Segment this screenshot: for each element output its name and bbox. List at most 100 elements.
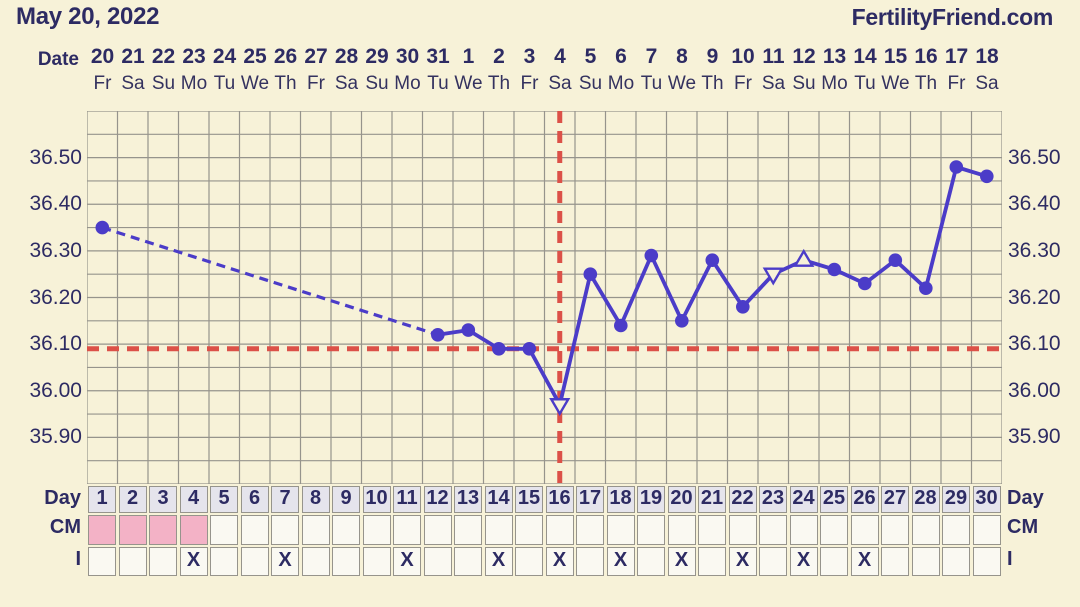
i-cell bbox=[423, 547, 452, 576]
date-cell: 7 bbox=[645, 45, 658, 68]
temp-point-dot bbox=[431, 328, 445, 342]
cm-menses-cell bbox=[88, 515, 116, 545]
i-cell bbox=[362, 547, 391, 576]
temp-point-dot bbox=[736, 300, 750, 314]
temp-tick-left: 36.00 bbox=[29, 378, 82, 402]
cm-cell bbox=[637, 515, 665, 545]
weekday-cell: We bbox=[454, 73, 483, 94]
temp-tick-right: 35.90 bbox=[1008, 425, 1061, 449]
i-cell bbox=[240, 547, 269, 576]
i-cell bbox=[911, 547, 940, 576]
weekday-cell: Sa bbox=[975, 73, 999, 94]
temp-point-dot bbox=[675, 314, 689, 328]
weekday-cell: We bbox=[881, 73, 910, 94]
intercourse-cell: X bbox=[484, 547, 513, 576]
date-cell: 10 bbox=[731, 45, 755, 68]
date-cell: 9 bbox=[706, 45, 719, 68]
intercourse-cell: X bbox=[271, 547, 299, 576]
weekday-cell: Su bbox=[578, 73, 603, 94]
day-cell: 24 bbox=[789, 486, 818, 513]
date-cell: 28 bbox=[334, 45, 359, 68]
temp-point-dot bbox=[949, 160, 964, 174]
date-cell: 24 bbox=[212, 45, 237, 68]
temp-point-dot bbox=[644, 248, 659, 263]
day-cell: 8 bbox=[301, 486, 330, 513]
intercourse-cell: X bbox=[667, 547, 696, 576]
day-cell: 14 bbox=[484, 486, 513, 513]
date-row-label: Date bbox=[37, 49, 79, 70]
date-cell: 22 bbox=[151, 45, 176, 68]
day-cell: 25 bbox=[820, 486, 848, 513]
weekday-cell: Fr bbox=[307, 73, 325, 94]
cm-cell bbox=[759, 515, 787, 545]
weekday-cell: We bbox=[667, 73, 697, 94]
i-cell bbox=[759, 547, 787, 576]
temp-tick-right: 36.50 bbox=[1008, 145, 1061, 169]
day-row-label-right: Day bbox=[1007, 487, 1044, 509]
day-cell: 15 bbox=[515, 486, 543, 513]
day-cell: 11 bbox=[393, 486, 421, 513]
cm-cell bbox=[820, 515, 848, 545]
weekday-cell: Mo bbox=[821, 73, 848, 94]
cm-cell bbox=[362, 515, 391, 545]
day-cell: 30 bbox=[972, 486, 1001, 513]
weekday-cell: Su bbox=[365, 73, 389, 94]
temp-point-triangle-down bbox=[762, 267, 784, 286]
day-cell: 26 bbox=[850, 486, 879, 513]
temp-tick-right: 36.10 bbox=[1008, 332, 1061, 356]
temp-point-dot bbox=[583, 267, 598, 281]
date-cell: 25 bbox=[243, 45, 267, 68]
cm-menses-cell bbox=[179, 515, 208, 545]
temp-point-dot bbox=[614, 318, 628, 333]
weekday-cell: Mo bbox=[180, 73, 208, 94]
day-cell: 16 bbox=[545, 486, 574, 513]
intercourse-cell: X bbox=[393, 547, 421, 576]
temp-point-dot bbox=[492, 342, 506, 356]
day-cell: 2 bbox=[118, 486, 147, 513]
cm-menses-cell bbox=[118, 515, 147, 545]
i-cell bbox=[576, 547, 604, 576]
weekday-cell: Tu bbox=[213, 73, 236, 94]
date-cell: 18 bbox=[975, 45, 999, 68]
cm-menses-cell bbox=[149, 515, 177, 545]
day-cell: 21 bbox=[698, 486, 726, 513]
day-cell: 23 bbox=[759, 486, 787, 513]
cm-cell bbox=[942, 515, 970, 545]
date-cell: 21 bbox=[121, 45, 145, 68]
intercourse-cell: X bbox=[728, 547, 757, 576]
i-cell bbox=[118, 547, 147, 576]
i-cell bbox=[454, 547, 482, 576]
weekday-cell: Sa bbox=[121, 73, 145, 94]
cm-cell bbox=[698, 515, 726, 545]
temp-tick-left: 36.50 bbox=[29, 145, 82, 169]
temp-point-triangle-down bbox=[549, 398, 571, 417]
cm-cell bbox=[972, 515, 1001, 545]
day-cell: 20 bbox=[667, 486, 696, 513]
temp-point-dot bbox=[705, 253, 720, 267]
brand-watermark: FertilityFriend.com bbox=[851, 4, 1054, 30]
date-cell: 26 bbox=[273, 45, 298, 68]
date-cell: 30 bbox=[395, 45, 420, 68]
cm-cell bbox=[515, 515, 543, 545]
i-cell bbox=[301, 547, 330, 576]
temp-point-dot bbox=[827, 262, 842, 277]
cm-cell bbox=[576, 515, 604, 545]
weekday-cell: We bbox=[240, 73, 270, 94]
temp-line-dashed bbox=[101, 226, 439, 337]
date-cell: 23 bbox=[182, 45, 206, 68]
i-cell bbox=[698, 547, 726, 576]
date-cell: 3 bbox=[523, 45, 536, 68]
cm-cell bbox=[301, 515, 330, 545]
date-cell: 1 bbox=[462, 45, 475, 68]
cm-cell bbox=[606, 515, 635, 545]
day-cell: 12 bbox=[423, 486, 452, 513]
weekday-cell: Fr bbox=[93, 73, 112, 94]
weekday-cell: Fr bbox=[947, 73, 966, 94]
date-cell: 2 bbox=[493, 45, 505, 68]
weekday-cell: Fr bbox=[734, 73, 752, 94]
weekday-cell: Mo bbox=[607, 73, 635, 94]
cm-cell bbox=[850, 515, 879, 545]
day-cell: 22 bbox=[728, 486, 757, 513]
date-cell: 6 bbox=[615, 45, 627, 68]
date-cell: 8 bbox=[676, 45, 688, 68]
